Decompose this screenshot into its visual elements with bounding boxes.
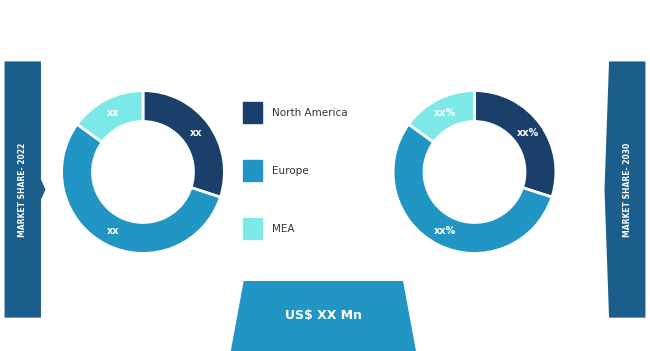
Text: MEA: MEA — [272, 224, 294, 233]
Text: xx: xx — [190, 128, 203, 138]
Wedge shape — [409, 91, 474, 142]
Polygon shape — [231, 281, 416, 351]
Text: xx: xx — [107, 108, 120, 118]
Bar — [42, 295, 47, 340]
Text: MARKET SHARE- 2022: MARKET SHARE- 2022 — [18, 143, 27, 237]
Bar — [50, 307, 55, 340]
Bar — [33, 304, 38, 340]
Text: xx%: xx% — [434, 226, 456, 236]
Text: Europe: Europe — [272, 166, 309, 176]
Text: CAGR (2022–2030): CAGR (2022–2030) — [468, 310, 547, 319]
Polygon shape — [604, 61, 645, 318]
Text: xx: xx — [107, 226, 120, 236]
Text: 4.5%: 4.5% — [583, 308, 632, 326]
Wedge shape — [62, 124, 220, 253]
Bar — [243, 160, 262, 181]
Bar — [243, 102, 262, 123]
Text: Incremental Growth –
Europe: Incremental Growth – Europe — [75, 304, 201, 325]
Wedge shape — [474, 91, 556, 197]
Bar — [243, 218, 262, 239]
Bar — [25, 314, 30, 340]
Bar — [16, 325, 21, 340]
Text: xx%: xx% — [434, 108, 456, 118]
Wedge shape — [143, 91, 224, 197]
Wedge shape — [77, 91, 143, 142]
Text: North America: North America — [272, 108, 348, 118]
Text: US$ XX Mn: US$ XX Mn — [285, 309, 361, 323]
Text: MARKET SHARE- 2030: MARKET SHARE- 2030 — [623, 143, 632, 237]
Text: xx%: xx% — [517, 128, 539, 138]
Text: Market By Geography: Market By Geography — [75, 21, 313, 40]
Wedge shape — [393, 124, 552, 253]
Polygon shape — [5, 61, 46, 318]
